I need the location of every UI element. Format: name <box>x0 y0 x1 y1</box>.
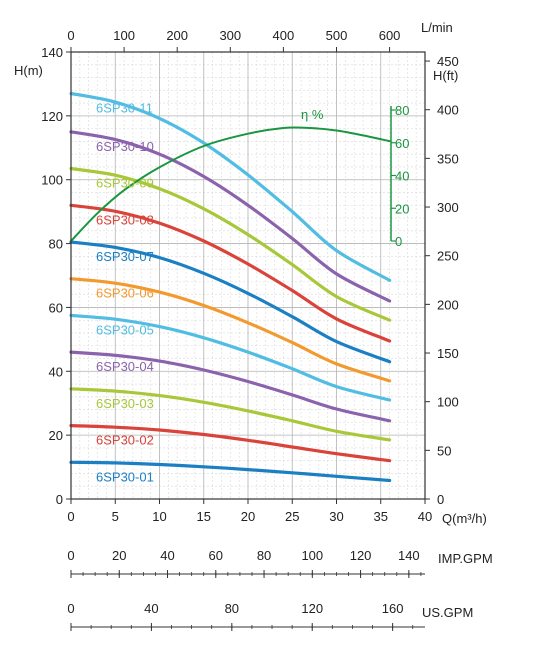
y-tick-label: 60 <box>49 300 63 315</box>
x-tick-label: 40 <box>418 509 432 524</box>
curve-6sp30-08 <box>69 203 392 343</box>
right-tick-label: 100 <box>437 395 459 410</box>
top-tick-label: 400 <box>273 28 295 43</box>
y-tick-label: 80 <box>49 237 63 252</box>
imp-gpm-tick-label: 80 <box>257 548 271 563</box>
top-tick-label: 500 <box>326 28 348 43</box>
efficiency-axis: 0 20 40 60 80 <box>390 103 409 249</box>
x-tick-label: 5 <box>112 509 119 524</box>
series-label: 6SP30-11 <box>96 101 153 116</box>
curve-6sp30-04 <box>69 350 392 423</box>
x-tick-label: 0 <box>67 509 74 524</box>
right-tick-label: 250 <box>437 249 459 264</box>
series-labels: 6SP30-01 6SP30-02 6SP30-03 6SP30-04 6SP30-05… <box>96 101 154 485</box>
right-tick-label: 200 <box>437 297 459 312</box>
curve-6sp30-09 <box>69 166 392 322</box>
pump-curves <box>69 91 392 483</box>
right-tick-label: 150 <box>437 346 459 361</box>
y-tick-label: 20 <box>49 428 63 443</box>
x-tick-label: 25 <box>285 509 299 524</box>
flow-unit-axes: 0 20 40 60 80 100 120 140 0 40 80 120 160 <box>67 548 425 631</box>
right-tick-label: 350 <box>437 151 459 166</box>
efficiency-tick-label: 60 <box>395 136 409 151</box>
top-tick-label: 100 <box>113 28 135 43</box>
imp-gpm-tick-label: 20 <box>112 548 126 563</box>
series-label: 6SP30-02 <box>96 433 154 448</box>
us-gpm-tick-label: 0 <box>67 601 74 616</box>
x-axis-title: Q(m³/h) <box>442 511 487 526</box>
y-tick-label: 40 <box>49 364 63 379</box>
right-tick-label: 450 <box>437 54 459 69</box>
imp-gpm-tick-label: 40 <box>160 548 174 563</box>
efficiency-tick-label: 80 <box>395 103 409 118</box>
series-label: 6SP30-05 <box>96 322 154 337</box>
right-tick-label: 300 <box>437 200 459 215</box>
series-label: 6SP30-04 <box>96 359 154 374</box>
y-tick-label: 140 <box>41 45 63 60</box>
series-label: 6SP30-08 <box>96 212 154 227</box>
efficiency-tick-label: 20 <box>395 201 409 216</box>
top-axis-title: L/min <box>421 20 453 35</box>
curve-6sp30-11 <box>69 91 392 282</box>
y-tick-label: 100 <box>41 173 63 188</box>
x-tick-label: 35 <box>374 509 388 524</box>
y-tick-label: 0 <box>56 492 63 507</box>
series-label: 6SP30-01 <box>96 469 154 484</box>
y-axis-title: H(m) <box>14 63 43 78</box>
right-tick-label: 50 <box>437 443 451 458</box>
top-tick-label: 200 <box>166 28 188 43</box>
efficiency-tick-label: 40 <box>395 169 409 184</box>
efficiency-axis-title: η % <box>301 107 324 122</box>
curve-6sp30-03 <box>69 387 392 442</box>
x-tick-label: 15 <box>197 509 211 524</box>
imp-gpm-tick-label: 60 <box>209 548 223 563</box>
us-gpm-tick-label: 40 <box>144 601 158 616</box>
curve-6sp30-06 <box>69 277 392 383</box>
x-tick-label: 20 <box>241 509 255 524</box>
x-tick-label: 30 <box>329 509 343 524</box>
series-label: 6SP30-03 <box>96 396 154 411</box>
y-tick-label: 120 <box>41 109 63 124</box>
right-axis-title: H(ft) <box>433 68 458 83</box>
imp-gpm-tick-label: 0 <box>67 548 74 563</box>
imp-gpm-tick-label: 120 <box>350 548 372 563</box>
series-label: 6SP30-06 <box>96 286 154 301</box>
curve-6sp30-02 <box>69 424 392 463</box>
imp-gpm-tick-label: 140 <box>398 548 420 563</box>
series-label: 6SP30-10 <box>96 139 154 154</box>
top-tick-label: 600 <box>379 28 401 43</box>
us-gpm-title: US.GPM <box>422 605 473 620</box>
imp-gpm-tick-label: 100 <box>301 548 323 563</box>
curve-6sp30-05 <box>69 313 392 402</box>
curve-6sp30-07 <box>69 240 392 364</box>
us-gpm-tick-label: 160 <box>382 601 404 616</box>
right-tick-label: 400 <box>437 103 459 118</box>
efficiency-tick-label: 0 <box>395 234 402 249</box>
us-gpm-tick-label: 120 <box>301 601 323 616</box>
curve-6sp30-10 <box>69 130 392 303</box>
top-tick-label: 0 <box>67 28 74 43</box>
imp-gpm-title: IMP.GPM <box>438 551 493 566</box>
curve-6sp30-01 <box>69 460 392 483</box>
series-label: 6SP30-09 <box>96 176 154 191</box>
efficiency-curve <box>70 126 391 242</box>
us-gpm-tick-label: 80 <box>225 601 239 616</box>
right-tick-label: 0 <box>437 492 444 507</box>
x-tick-label: 10 <box>152 509 166 524</box>
top-tick-label: 300 <box>219 28 241 43</box>
series-label: 6SP30-07 <box>96 249 154 264</box>
